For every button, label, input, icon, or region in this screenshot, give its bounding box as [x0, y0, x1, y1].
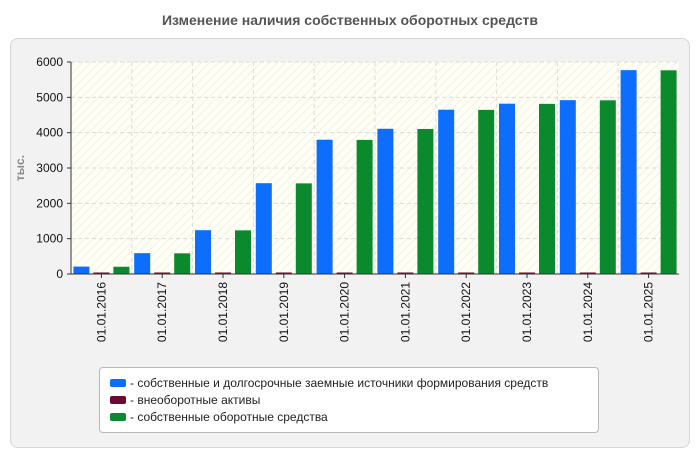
bar-3-01.01.2016 [113, 266, 130, 274]
bar-2-01.01.2022 [458, 272, 475, 274]
legend-label-sources: - собственные и долгосрочные заемные ист… [130, 375, 549, 390]
bar-1-01.01.2024 [559, 100, 576, 274]
bar-2-01.01.2020 [336, 272, 353, 274]
x-tick-label: 01.01.2025 [642, 282, 656, 342]
bar-2-01.01.2025 [640, 272, 657, 274]
bar-2-01.01.2024 [579, 272, 596, 274]
bar-3-01.01.2020 [356, 139, 373, 274]
bar-2-01.01.2023 [519, 272, 535, 274]
bar-3-01.01.2017 [174, 253, 191, 274]
legend-item-noncurrent: - внеоборотные активы [110, 391, 588, 408]
bar-2-01.01.2016 [93, 272, 110, 274]
y-tick-label: 0 [56, 267, 63, 281]
chart-title: Изменение наличия собственных оборотных … [161, 12, 539, 28]
y-tick-label: 5000 [36, 90, 63, 104]
legend-label-noncurrent: - внеоборотные активы [130, 392, 261, 407]
bar-3-01.01.2022 [478, 109, 495, 274]
y-tick-labels: 0 1000 2000 3000 4000 5000 6000 [36, 55, 63, 281]
x-tick-label: 01.01.2020 [338, 282, 352, 342]
bar-1-01.01.2025 [620, 70, 637, 274]
grid-lines [71, 61, 679, 274]
bar-1-01.01.2019 [255, 183, 272, 274]
bar-2-01.01.2018 [215, 272, 231, 274]
x-tick-label: 01.01.2023 [520, 282, 534, 342]
bar-1-01.01.2022 [438, 109, 455, 274]
y-tick-label: 1000 [36, 232, 63, 246]
bar-3-01.01.2023 [539, 103, 555, 275]
legend-swatch-sources [110, 378, 126, 387]
y-tick-label: 2000 [36, 196, 63, 210]
bar-3-01.01.2024 [599, 100, 616, 274]
x-tick-labels: 01.01.2016 01.01.2017 01.01.2018 01.01.2019… [94, 282, 655, 342]
legend: - собственные и долгосрочные заемные ист… [99, 367, 599, 433]
bar-1-01.01.2023 [499, 103, 515, 275]
x-tick-label: 01.01.2022 [459, 282, 473, 342]
legend-item-sources: - собственные и долгосрочные заемные ист… [110, 374, 588, 391]
legend-swatch-noncurrent [110, 395, 126, 404]
bar-1-01.01.2016 [73, 266, 90, 274]
x-tick-label: 01.01.2016 [94, 282, 108, 342]
bar-3-01.01.2025 [660, 70, 677, 274]
axes [67, 61, 679, 278]
bar-1-01.01.2018 [195, 230, 211, 274]
bar-1-01.01.2017 [134, 253, 151, 274]
x-tick-label: 01.01.2021 [398, 282, 412, 342]
x-tick-label: 01.01.2024 [581, 282, 595, 342]
bar-3-01.01.2019 [295, 183, 312, 274]
bars-group [73, 70, 677, 275]
y-tick-label: 3000 [36, 161, 63, 175]
y-tick-label: 4000 [36, 126, 63, 140]
bar-2-01.01.2021 [397, 272, 414, 274]
x-tick-label: 01.01.2017 [155, 282, 169, 342]
bar-1-01.01.2020 [316, 139, 333, 274]
bar-3-01.01.2021 [417, 128, 434, 274]
legend-item-working-capital: - собственные оборотные средства [110, 408, 588, 425]
bar-1-01.01.2021 [377, 128, 394, 274]
y-axis-label: тыс. [13, 155, 27, 181]
bar-2-01.01.2019 [275, 272, 292, 274]
bar-2-01.01.2017 [154, 272, 171, 274]
x-tick-label: 01.01.2018 [216, 282, 230, 342]
legend-swatch-working-capital [110, 412, 126, 421]
bar-3-01.01.2018 [235, 230, 251, 274]
x-tick-label: 01.01.2019 [277, 282, 291, 342]
y-tick-label: 6000 [36, 55, 63, 69]
legend-label-working-capital: - собственные оборотные средства [130, 409, 328, 424]
